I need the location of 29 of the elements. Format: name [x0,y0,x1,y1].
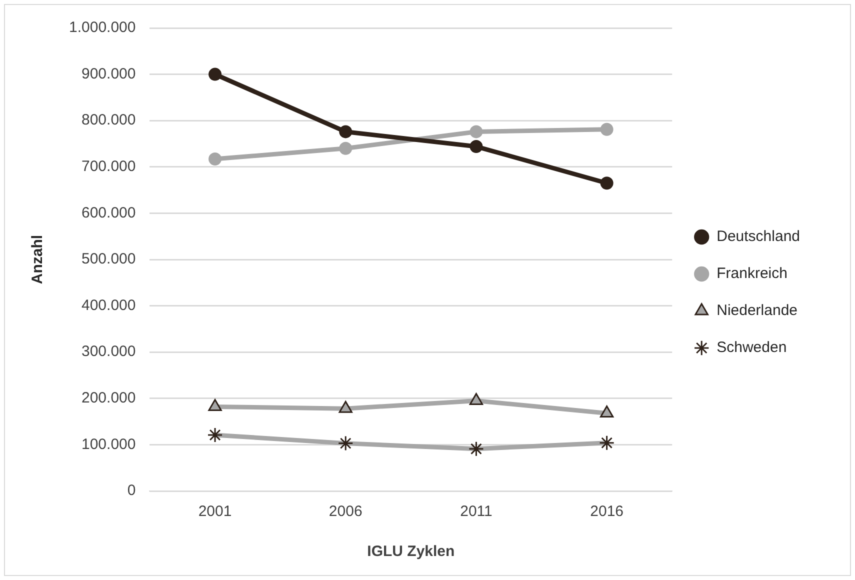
y-tick-label: 0 [127,482,136,500]
legend-label: Deutschland [716,228,800,246]
point [470,140,483,154]
y-tick-label: 800.000 [81,112,136,129]
x-axis-title: IGLU Zyklen [367,543,455,560]
y-tick-label: 100.000 [81,436,136,453]
point [470,125,483,138]
y-tick-label: 400.000 [81,296,136,314]
point [339,125,352,138]
point [208,68,222,81]
x-tick-label: 2011 [460,503,492,520]
y-tick-label: 1.000.000 [68,19,136,36]
y-tick-label: 200.000 [81,390,136,407]
legend-label: Niederlande [716,302,798,320]
legend-label: Frankreich [716,265,788,282]
x-tick-label: 2001 [198,503,232,520]
legend-label: Schweden [716,339,787,356]
y-tick-label: 500.000 [81,250,136,268]
point [339,142,352,155]
point [208,152,222,166]
y-tick-label: 600.000 [81,204,136,222]
point [600,176,614,190]
y-tick-label: 300.000 [81,343,136,360]
y-tick-label: 900.000 [81,65,136,82]
y-axis-title: Anzahl [29,234,46,284]
point [600,122,614,136]
y-tick-label: 700.000 [81,158,136,176]
x-tick-label: 2016 [590,503,624,520]
x-tick-label: 2006 [328,503,362,520]
